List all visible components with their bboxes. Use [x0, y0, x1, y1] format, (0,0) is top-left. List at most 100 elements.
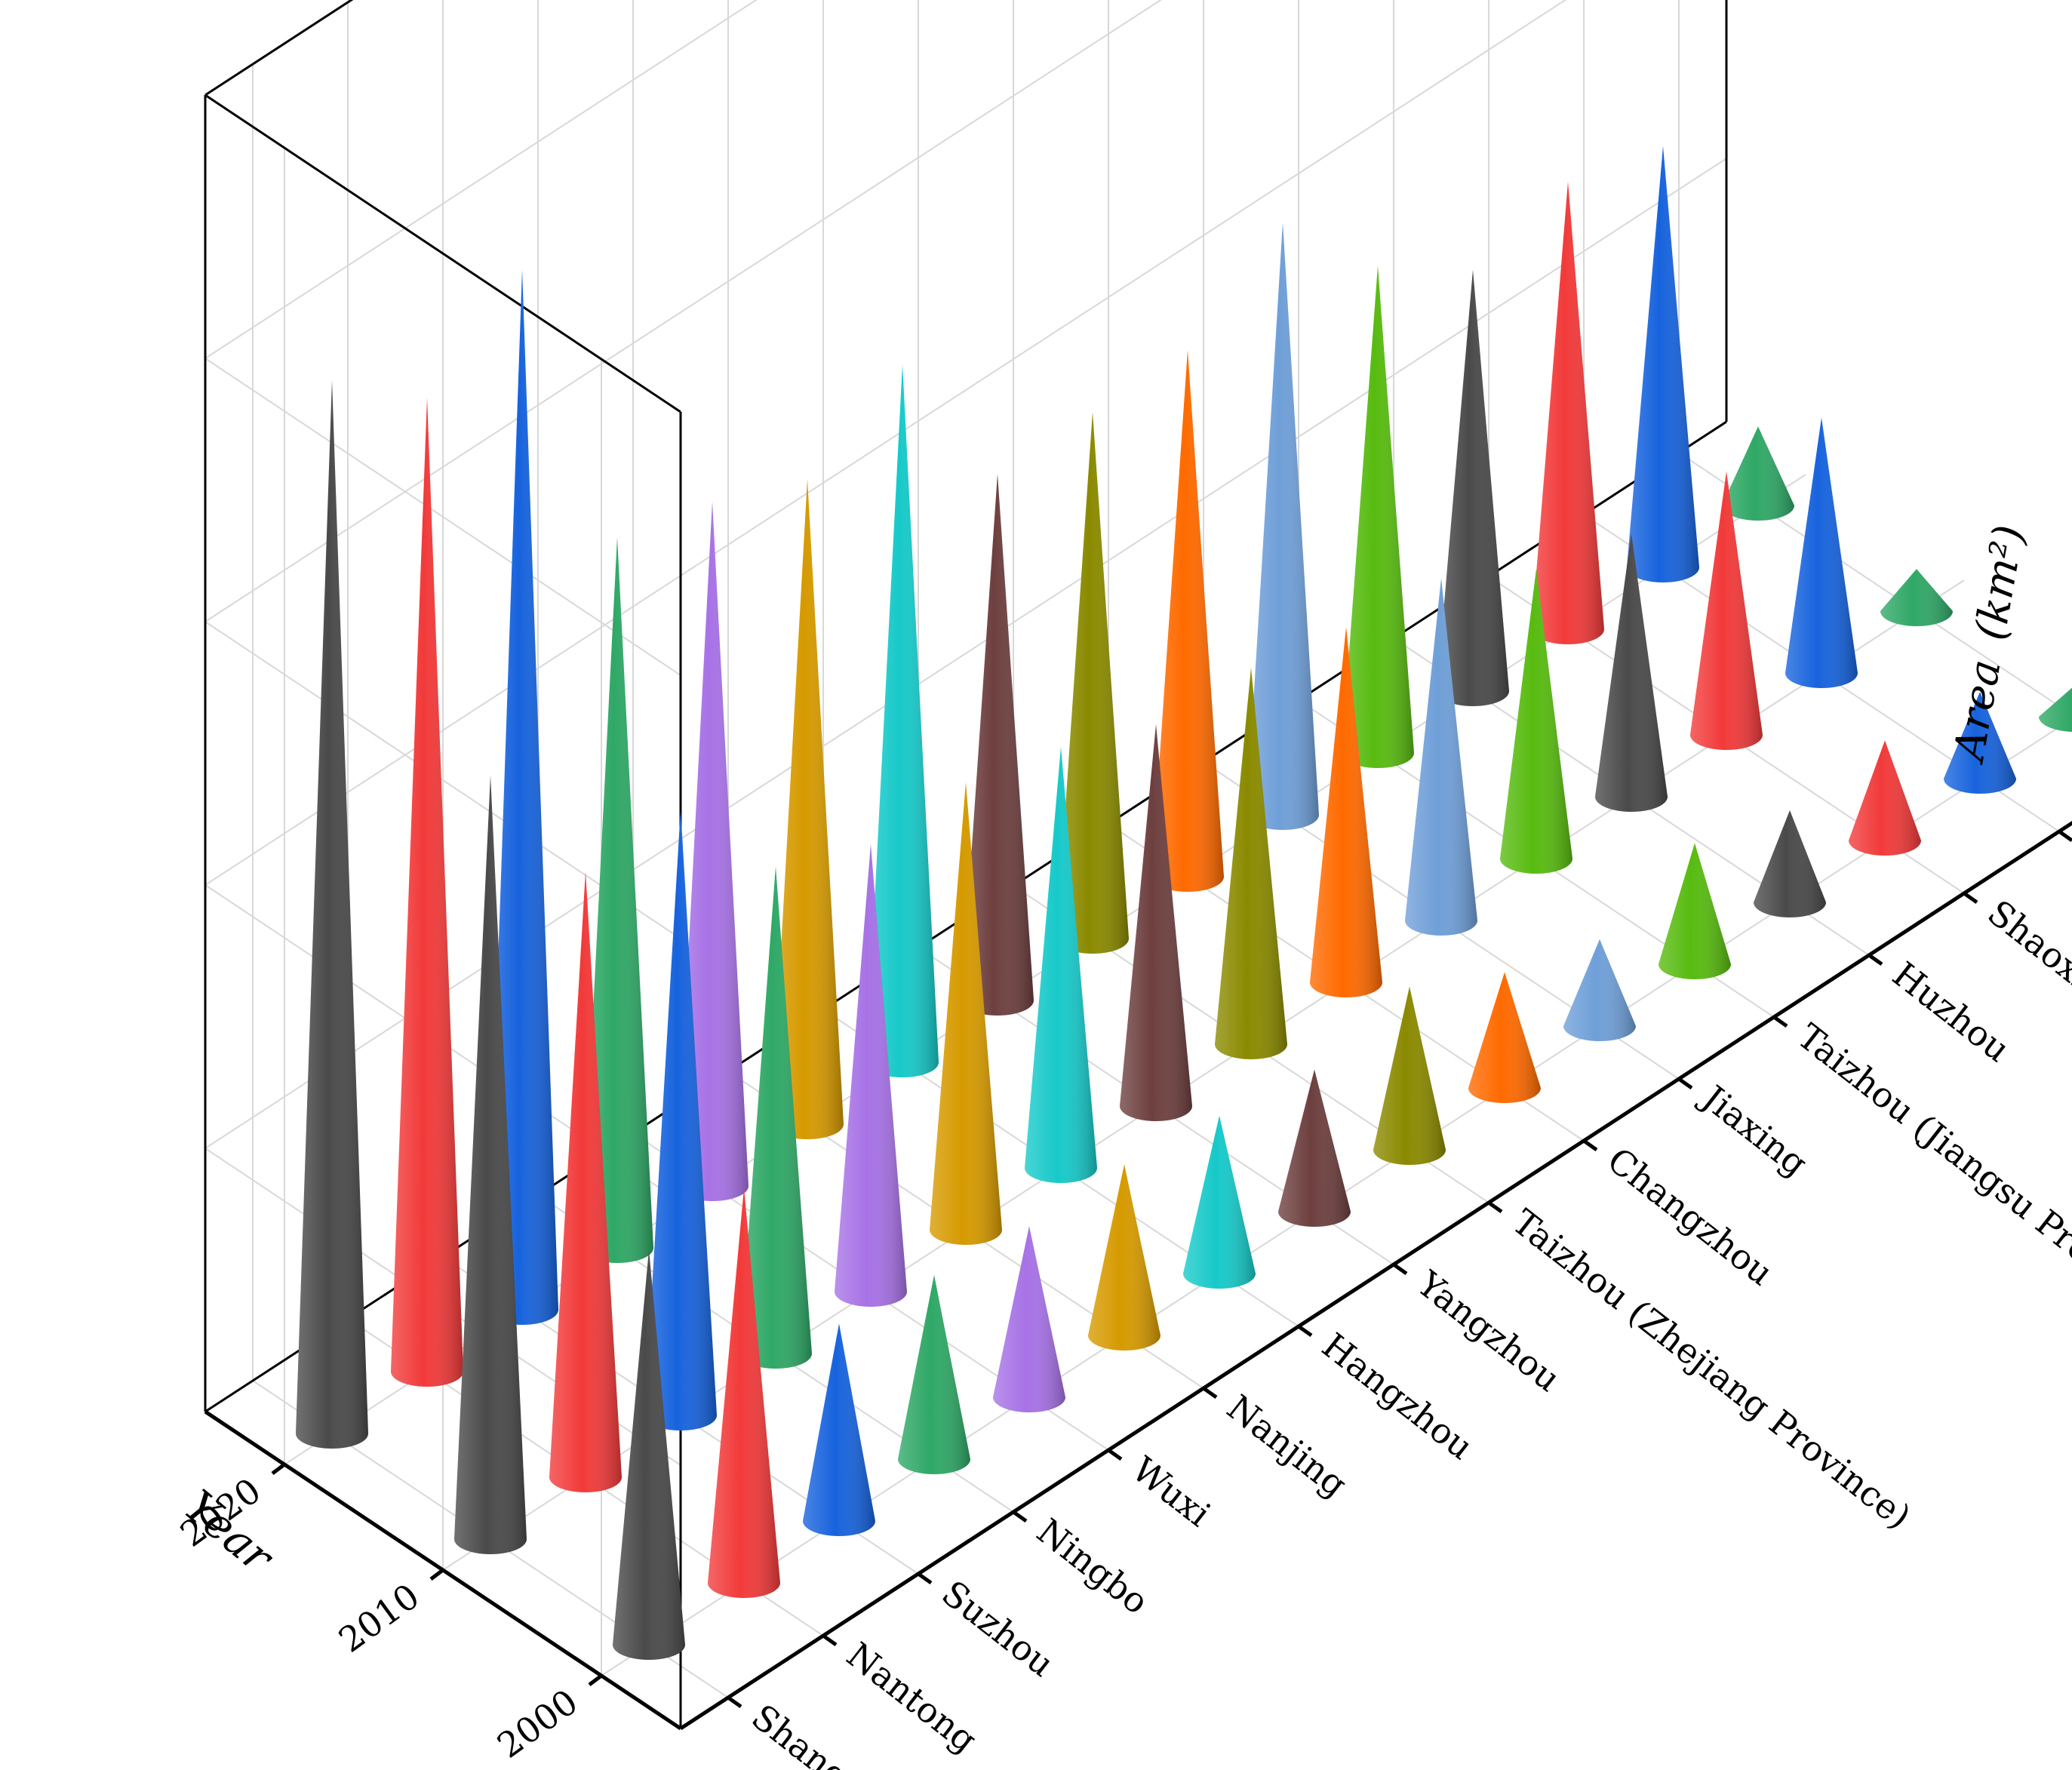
- cone-shading: [1183, 1115, 1256, 1289]
- cones-layer: [296, 146, 2072, 1660]
- back-wall-gridline: [204, 0, 1162, 622]
- city-tick-label: Changzhou: [1600, 1139, 1781, 1293]
- city-tick-label: Taizhou (Jiangsu Province): [1790, 1016, 2072, 1337]
- cone-shading: [1468, 972, 1541, 1103]
- cone-shading: [1944, 691, 2016, 794]
- cone-shading: [1215, 667, 1287, 1059]
- cone-shading: [454, 775, 527, 1554]
- cone-mark: [1437, 269, 1509, 707]
- year-tick: [271, 1463, 286, 1475]
- cone-mark: [1056, 412, 1129, 954]
- cone-mark: [1944, 691, 2016, 794]
- city-tick-label: Yangzhou: [1409, 1262, 1568, 1399]
- cone-mark: [1342, 266, 1414, 769]
- city-tick-label: Hangzhou: [1314, 1325, 1481, 1467]
- city-axis: [679, 820, 2072, 1731]
- back-wall-gridline: [204, 0, 758, 359]
- cone-mark: [1659, 843, 1731, 979]
- cone-shading: [1627, 146, 1699, 583]
- cone-mark: [613, 1249, 685, 1660]
- cone-shading: [708, 1188, 780, 1598]
- cone-mark: [1627, 146, 1699, 583]
- cone-mark: [708, 1188, 780, 1598]
- city-tick: [1392, 1262, 1408, 1276]
- cone-mark: [1405, 578, 1477, 936]
- cone-mark: [486, 269, 558, 1326]
- cone-shading: [1342, 266, 1414, 769]
- city-tick-label: Shanghai: [744, 1696, 899, 1770]
- city-tick: [727, 1695, 742, 1709]
- cone-shading: [549, 871, 622, 1492]
- cone-mark: [391, 397, 463, 1387]
- cone-mark: [1468, 972, 1541, 1103]
- cone-mark: [644, 810, 717, 1430]
- cone-mark: [1120, 724, 1192, 1121]
- z-axis-title-unit: (km²): [1966, 521, 2035, 644]
- city-tick: [2058, 829, 2072, 843]
- year-tick: [429, 1569, 444, 1581]
- cone-mark: [1690, 472, 1763, 750]
- cone-shading: [391, 397, 463, 1387]
- year-tick: [588, 1674, 603, 1686]
- cone-shading: [1025, 746, 1097, 1183]
- cone-mark: [454, 775, 527, 1554]
- city-tick-label: Nanjing: [1219, 1387, 1354, 1505]
- cone-mark: [1215, 667, 1287, 1059]
- city-tick-label: Ningbo: [1029, 1510, 1156, 1622]
- cone-mark: [930, 782, 1002, 1245]
- cone-shading: [613, 1249, 685, 1660]
- cone-mark: [676, 501, 749, 1201]
- cone-mark: [2039, 687, 2072, 732]
- cone-mark: [1025, 746, 1097, 1183]
- cone-shading: [1088, 1164, 1161, 1351]
- cone-shading: [1437, 269, 1509, 707]
- cone-mark: [739, 866, 812, 1369]
- cone-mark: [581, 536, 653, 1263]
- cone-mark: [1278, 1069, 1351, 1227]
- year-tick-label: 2010: [331, 1575, 426, 1661]
- city-tick: [1107, 1448, 1123, 1461]
- back-wall-gridline: [204, 0, 1567, 886]
- city-tick-label: Nantong: [839, 1634, 985, 1760]
- cone-mark: [1532, 181, 1604, 644]
- cone-shading: [1595, 533, 1668, 812]
- cone-mark: [1880, 569, 1953, 626]
- cone-mark: [1754, 810, 1826, 917]
- city-tick-label: Huzhou: [1885, 954, 2018, 1070]
- cone-shading: [1659, 843, 1731, 979]
- cone-mark: [866, 364, 939, 1077]
- city-tick: [1868, 953, 1883, 966]
- city-tick: [1487, 1200, 1503, 1214]
- cone-mark: [1088, 1164, 1161, 1351]
- back-wall-gridline: [204, 0, 353, 96]
- city-tick: [1772, 1015, 1788, 1028]
- cone-shading: [2039, 687, 2072, 732]
- z-axis-title: Area(km²): [1944, 521, 2035, 767]
- cone-shading: [1278, 1069, 1351, 1227]
- cone-mark: [1373, 986, 1446, 1165]
- city-tick-label: Jiaxing: [1692, 1076, 1815, 1185]
- cone-mark: [1151, 350, 1224, 892]
- cone-mark: [1563, 939, 1636, 1041]
- cone-shading: [1690, 472, 1763, 750]
- cone-mark: [1247, 222, 1319, 830]
- cone-shading: [803, 1323, 875, 1536]
- cone-shading: [1500, 569, 1572, 874]
- cone-mark: [1500, 569, 1572, 874]
- city-tick: [917, 1572, 933, 1585]
- cone-shading: [866, 364, 939, 1077]
- city-tick: [1677, 1077, 1693, 1090]
- cone-shading: [1056, 412, 1129, 954]
- cone-shading: [1785, 417, 1858, 688]
- cone-shading: [930, 782, 1002, 1245]
- cone-shading: [676, 501, 749, 1201]
- cone-shading: [739, 866, 812, 1369]
- left-wall-gridline: [204, 358, 681, 676]
- cone-shading: [1247, 222, 1319, 830]
- cone-mark: [993, 1226, 1065, 1412]
- cone-shading: [486, 269, 558, 1326]
- cone-shading: [296, 380, 368, 1449]
- city-tick-label: Wuxi: [1124, 1449, 1218, 1535]
- city-tick: [1963, 891, 1978, 905]
